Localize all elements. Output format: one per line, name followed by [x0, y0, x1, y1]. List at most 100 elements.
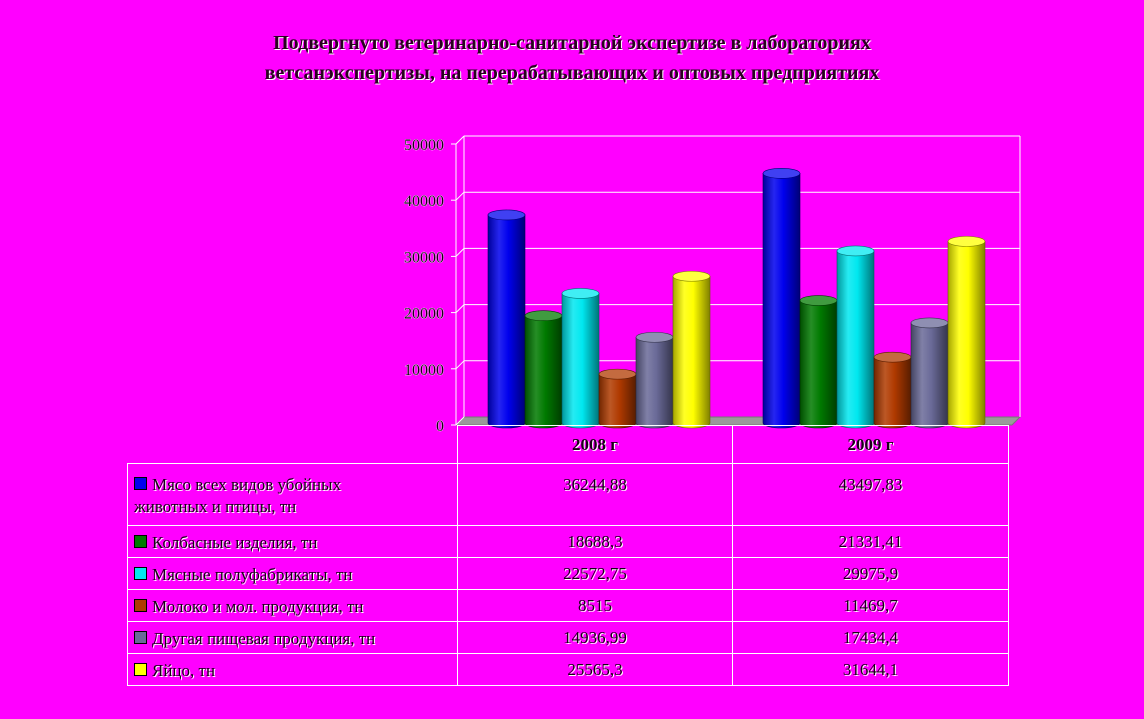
- bar: [836, 245, 875, 429]
- chart-title-line-1: Подвергнуто ветеринарно-санитарной экспе…: [273, 32, 871, 54]
- bar-top: [598, 368, 637, 380]
- chart-title: Подвергнуто ветеринарно-санитарной экспе…: [0, 28, 1144, 88]
- bar-top: [524, 310, 563, 322]
- legend-swatch: [134, 567, 147, 580]
- legend-entry: Молоко и мол. продукция, тн: [127, 589, 458, 622]
- legend-entry: Мясо всех видов убойных животных и птицы,…: [127, 463, 458, 526]
- bar-body: [672, 275, 711, 429]
- bar-body: [487, 214, 526, 429]
- series-name: Другая пищевая продукция, тн: [152, 628, 375, 650]
- series-name-line: Мясные полуфабрикаты, тн: [152, 565, 353, 584]
- bar-top: [561, 288, 600, 299]
- table-body: Мясо всех видов убойных животных и птицы,…: [127, 463, 1009, 686]
- bar-body: [762, 173, 801, 429]
- chart-title-line-2: ветсанэкспертизы, на перерабатывающих и …: [264, 62, 880, 84]
- legend-entry: Яйцо, тн: [127, 653, 458, 686]
- legend-entry: Колбасные изделия, тн: [127, 525, 458, 558]
- data-cell: 29975,9: [732, 557, 1009, 590]
- data-cell: 14936,99: [457, 621, 733, 654]
- gridline-side: [455, 248, 465, 257]
- table-row: Молоко и мол. продукция, тн 8515 11469,7: [127, 589, 1009, 622]
- gridline-side: [455, 360, 465, 370]
- bar-top: [762, 168, 801, 179]
- gridline-side: [455, 191, 465, 201]
- data-cell: 25565,3: [457, 653, 733, 686]
- series-name: Колбасные изделия, тн: [152, 532, 317, 554]
- table-row: Мясо всех видов убойных животных и птицы,…: [127, 463, 1009, 526]
- bar-body: [524, 315, 563, 429]
- bar-top: [947, 236, 986, 247]
- data-table: 2008 г 2009 г Мясо всех видов убойных жив…: [127, 425, 1009, 686]
- legend-entry: Мясные полуфабрикаты, тн: [127, 557, 458, 590]
- bar-body: [561, 293, 600, 429]
- y-tick-label: 20000: [404, 306, 444, 323]
- bar: [635, 331, 674, 429]
- series-name: Молоко и мол. продукция, тн: [152, 596, 364, 618]
- bar: [873, 351, 912, 429]
- legend-entry: Другая пищевая продукция, тн: [127, 621, 458, 654]
- category-header: 2008 г: [457, 425, 733, 464]
- series-name-line: Мясо всех видов убойных: [152, 475, 342, 494]
- legend-swatch: [134, 535, 147, 548]
- legend-swatch: [134, 663, 147, 676]
- bar-top: [910, 317, 949, 329]
- table-row: Другая пищевая продукция, тн 14936,99 1743…: [127, 621, 1009, 654]
- data-cell: 8515: [457, 589, 733, 622]
- bar: [672, 270, 711, 429]
- series-name-line: Яйцо, тн: [152, 661, 216, 680]
- data-cell: 31644,1: [732, 653, 1009, 686]
- bar-top: [672, 270, 711, 282]
- gridline-side: [455, 304, 465, 313]
- bar: [487, 209, 526, 429]
- bar-top: [799, 295, 838, 306]
- series-name-line: Другая пищевая продукция, тн: [152, 629, 376, 648]
- bar: [947, 236, 986, 429]
- table-row: Яйцо, тн 25565,3 31644,1: [127, 653, 1009, 686]
- bar-body: [836, 250, 875, 429]
- table-row: Колбасные изделия, тн 18688,3 21331,41: [127, 525, 1009, 558]
- bar-body: [910, 322, 949, 429]
- bar: [910, 317, 949, 429]
- bar: [799, 295, 838, 429]
- legend-swatch: [134, 477, 147, 490]
- bar: [762, 168, 801, 429]
- table-row: Мясные полуфабрикаты, тн 22572,75 29975,9: [127, 557, 1009, 590]
- series-name: Мясные полуфабрикаты, тн: [152, 564, 353, 586]
- bar-body: [873, 356, 912, 429]
- y-tick-label: 30000: [404, 249, 444, 266]
- bar: [524, 310, 563, 429]
- gridline-side: [455, 135, 465, 145]
- y-tick-label: 10000: [404, 362, 444, 379]
- bar: [561, 288, 600, 429]
- series-name-line: Колбасные изделия, тн: [152, 533, 318, 552]
- data-cell: 22572,75: [457, 557, 733, 590]
- bar-top: [635, 331, 674, 343]
- bar-layer: [487, 168, 986, 429]
- bar-body: [598, 373, 637, 429]
- bar-body: [799, 300, 838, 429]
- data-cell: 18688,3: [457, 525, 733, 558]
- series-name: Мясо всех видов убойных животных и птицы,…: [134, 474, 342, 518]
- y-tick-label: 50000: [404, 137, 444, 154]
- data-cell: 11469,7: [732, 589, 1009, 622]
- legend-swatch: [134, 631, 147, 644]
- legend-swatch: [134, 599, 147, 612]
- bar-top: [873, 351, 912, 363]
- bar: [598, 368, 637, 429]
- data-cell: 17434,4: [732, 621, 1009, 654]
- bar-top: [487, 209, 526, 221]
- bar-body: [635, 336, 674, 429]
- data-cell: 36244,88: [457, 463, 733, 526]
- y-tick-label: 40000: [404, 193, 444, 210]
- category-header: 2009 г: [732, 425, 1009, 464]
- series-name-line: Молоко и мол. продукция, тн: [152, 597, 364, 616]
- data-cell: 43497,83: [732, 463, 1009, 526]
- table-corner: [127, 425, 458, 464]
- series-name: Яйцо, тн: [152, 660, 215, 682]
- data-cell: 21331,41: [732, 525, 1009, 558]
- bar-body: [947, 241, 986, 429]
- series-name-line: животных и птицы, тн: [134, 497, 297, 516]
- bar-top: [836, 245, 875, 257]
